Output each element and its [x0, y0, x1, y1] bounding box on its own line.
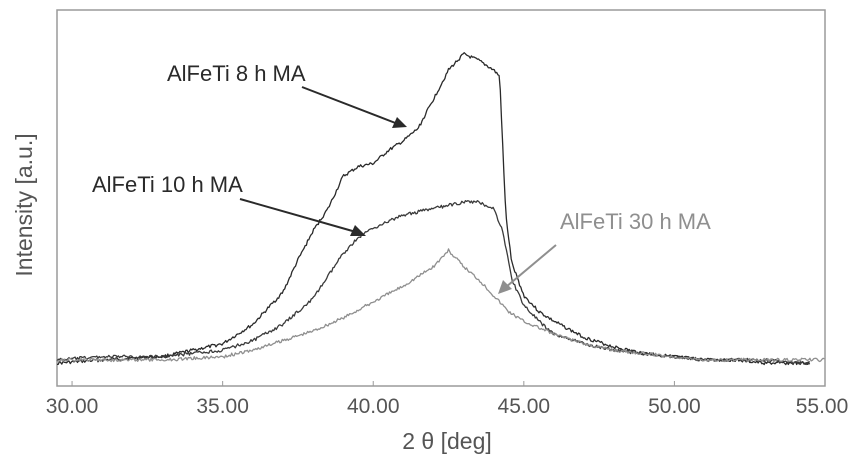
annotation-30h-label: AlFeTi 30 h MA — [560, 209, 711, 234]
annotation-10h-arrow — [239, 198, 357, 233]
x-tick-label: 35.00 — [196, 395, 249, 418]
x-axis-ticks: 30.00 35.00 40.00 45.00 50.00 55.00 — [46, 381, 849, 418]
annotation-30h-arrow — [505, 244, 557, 288]
annotation-8h-label: AlFeTi 8 h MA — [167, 61, 306, 86]
x-tick-label: 50.00 — [648, 395, 701, 418]
y-axis-label: Intensity [a.u.] — [11, 133, 37, 276]
series-layer — [56, 52, 825, 366]
plot-frame — [56, 9, 826, 387]
annotation-8h-arrow — [301, 86, 399, 125]
series-line-alfeti-10-h-ma — [56, 200, 811, 366]
x-tick-label: 55.00 — [796, 395, 849, 418]
annotation-8h-arrowhead — [392, 117, 407, 128]
x-tick-label: 45.00 — [498, 395, 551, 418]
annotation-30h: AlFeTi 30 h MA — [498, 209, 711, 294]
annotation-10h-arrowhead — [350, 225, 366, 236]
x-tick-label: 40.00 — [347, 395, 400, 418]
annotation-30h-arrowhead — [498, 280, 512, 294]
annotation-10h: AlFeTi 10 h MA — [92, 172, 366, 236]
x-tick-label: 30.00 — [46, 395, 99, 418]
series-line-alfeti-30-h-ma — [56, 248, 825, 363]
x-axis-label: 2 θ [deg] — [402, 428, 492, 454]
annotation-8h: AlFeTi 8 h MA — [167, 61, 407, 128]
annotation-10h-label: AlFeTi 10 h MA — [92, 172, 243, 197]
